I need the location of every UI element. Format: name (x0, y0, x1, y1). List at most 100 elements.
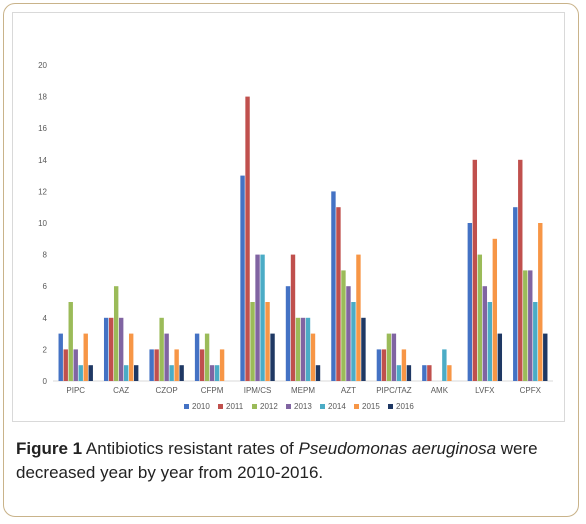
legend-label: 2013 (294, 402, 312, 411)
legend-label: 2012 (260, 402, 278, 411)
bar-2010-PIPC/TAZ (376, 349, 382, 381)
legend-label: 2011 (226, 402, 244, 411)
caption-text-after: were decreased year by year from 2010-20… (16, 439, 538, 482)
bar-2016-CPFX (543, 333, 548, 381)
bar-2013-CZOP (164, 333, 169, 381)
x-tick-label: IPM/CS (244, 386, 272, 395)
legend-swatch (184, 404, 189, 409)
y-tick-label: 0 (43, 377, 48, 386)
bar-2016-PIPC (88, 365, 93, 381)
bar-2015-LVFX (492, 238, 498, 381)
y-tick-label: 10 (38, 219, 47, 228)
bar-2010-CFPM (194, 333, 200, 381)
bar-2011-PIPC/TAZ (381, 349, 387, 381)
bar-2011-CAZ (108, 317, 114, 381)
x-tick-label: PIPC (66, 386, 85, 395)
bar-2016-PIPC/TAZ (406, 365, 412, 381)
bar-2011-AZT (336, 207, 341, 381)
y-tick-label: 2 (43, 345, 48, 354)
bar-2013-CPFX (528, 270, 533, 381)
bar-2010-CZOP (149, 349, 154, 381)
x-tick-label: AMK (431, 386, 449, 395)
x-tick-label: PIPC/TAZ (376, 386, 412, 395)
legend-label: 2016 (396, 402, 414, 411)
figure-caption: Figure 1 Antibiotics resistant rates of … (16, 437, 556, 485)
legend-swatch (354, 404, 359, 409)
bar-2010-IPM/CS (240, 175, 245, 381)
bar-2011-AMK (427, 365, 432, 381)
bar-2012-PIPC (68, 302, 73, 381)
bar-2010-PIPC (58, 333, 63, 381)
y-tick-label: 16 (38, 124, 47, 133)
x-tick-label: CAZ (113, 386, 129, 395)
y-tick-label: 4 (43, 314, 48, 323)
legend-swatch (320, 404, 325, 409)
bar-2016-AZT (361, 317, 366, 381)
bar-2013-PIPC (73, 349, 78, 381)
bar-2015-MEPM (310, 333, 316, 381)
bar-chart: 0 2 4 6 8 10 12 14 16 18 20 PIPC CAZ CZOP CFPM IPM/CS ME… (38, 61, 553, 411)
bar-2011-LVFX (472, 159, 478, 381)
bar-2012-IPM/CS (250, 302, 255, 381)
bar-2015-PIPC (83, 333, 88, 381)
x-tick-label: CZOP (156, 386, 178, 395)
y-tick-label: 18 (38, 93, 47, 102)
bar-2015-AMK (447, 365, 452, 381)
caption-text-before: Antibiotics resistant rates of (82, 439, 299, 458)
bar-2015-PIPC/TAZ (401, 349, 407, 381)
bar-2013-CFPM (209, 365, 215, 381)
bar-2013-MEPM (300, 317, 306, 381)
x-tick-label: AZT (341, 386, 356, 395)
bar-2014-AMK (442, 349, 447, 381)
bar-2016-LVFX (497, 333, 503, 381)
y-tick-label: 14 (38, 156, 47, 165)
legend-swatch (388, 404, 393, 409)
x-tick-label: LVFX (475, 386, 495, 395)
bar-2011-PIPC (63, 349, 68, 381)
bar-2012-CZOP (159, 317, 164, 381)
chart-area: 0 2 4 6 8 10 12 14 16 18 20 PIPC CAZ CZOP CFPM IPM/CS ME… (12, 12, 565, 422)
bar-2014-LVFX (487, 302, 493, 381)
bar-2014-PIPC (78, 365, 83, 381)
y-tick-label: 6 (43, 282, 48, 291)
bar-2010-AMK (422, 365, 427, 381)
bar-2013-CAZ (118, 317, 124, 381)
bar-2012-CFPM (204, 333, 210, 381)
caption-species: Pseudomonas aeruginosa (298, 439, 497, 458)
figure-card: 0 2 4 6 8 10 12 14 16 18 20 PIPC CAZ CZOP CFPM IPM/CS ME… (3, 3, 579, 517)
x-tick-label: CPFX (520, 386, 542, 395)
x-tick-label: CFPM (201, 386, 224, 395)
y-tick-label: 12 (38, 187, 47, 196)
bar-2013-IPM/CS (255, 254, 260, 381)
bar-2014-MEPM (305, 317, 311, 381)
bar-2011-IPM/CS (245, 96, 250, 381)
legend-label: 2014 (328, 402, 346, 411)
bar-2010-CPFX (513, 207, 518, 381)
bar-2010-MEPM (285, 286, 291, 381)
bar-2012-MEPM (295, 317, 301, 381)
bar-2014-IPM/CS (260, 254, 265, 381)
bar-2015-CAZ (128, 333, 134, 381)
legend-label: 2015 (362, 402, 380, 411)
legend-swatch (286, 404, 291, 409)
bar-2014-AZT (351, 302, 356, 381)
bar-2015-CPFX (538, 223, 543, 381)
bar-2015-CZOP (174, 349, 179, 381)
bar-2012-CAZ (113, 286, 119, 381)
bar-2016-CZOP (179, 365, 184, 381)
bar-2010-AZT (331, 191, 336, 381)
x-tick-label: MEPM (291, 386, 315, 395)
bar-2014-CZOP (169, 365, 174, 381)
bar-2014-CFPM (214, 365, 220, 381)
bar-2012-CPFX (523, 270, 528, 381)
caption-label: Figure 1 (16, 439, 83, 458)
bar-2012-AZT (341, 270, 346, 381)
bar-2014-CAZ (123, 365, 129, 381)
bar-2013-AZT (346, 286, 351, 381)
legend-label: 2010 (192, 402, 210, 411)
legend-swatch (252, 404, 257, 409)
y-tick-label: 8 (43, 251, 48, 260)
bar-2015-AZT (356, 254, 361, 381)
bar-2013-PIPC/TAZ (391, 333, 397, 381)
bar-2016-MEPM (315, 365, 321, 381)
